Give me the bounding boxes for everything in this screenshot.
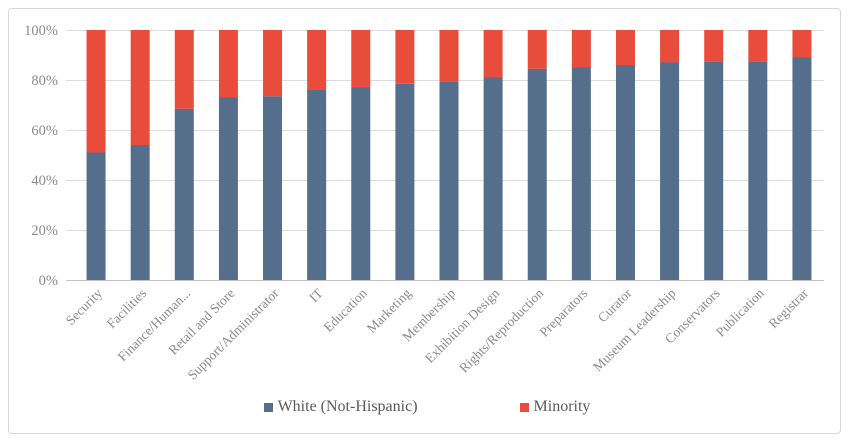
bar-white-15: [748, 61, 768, 280]
bar-white-9: [483, 77, 503, 280]
y-tick-label-20%: 20%: [31, 223, 58, 239]
bar-white-5: [307, 90, 327, 280]
bar-minority-12: [615, 30, 635, 65]
bar-minority-11: [571, 30, 591, 68]
bar-white-14: [704, 61, 724, 280]
x-tick-label-15: Publication: [713, 285, 767, 339]
bar-minority-15: [748, 30, 768, 62]
bar-minority-16: [792, 30, 812, 58]
x-tick-label-11: Preparators: [536, 286, 590, 340]
bar-minority-10: [527, 30, 547, 69]
legend-label-minority: Minority: [533, 398, 591, 415]
legend-label-white: White (Not-Hispanic): [277, 398, 418, 415]
bar-white-12: [615, 65, 635, 280]
bar-white-13: [660, 62, 680, 280]
bar-minority-1: [130, 30, 150, 145]
bar-white-16: [792, 57, 812, 280]
x-tick-label-10: Rights/Reproduction: [456, 285, 546, 375]
x-tick-label-16: Registrar: [765, 285, 811, 331]
bar-white-2: [174, 108, 194, 280]
bar-white-0: [86, 152, 106, 280]
x-tick-label-5: IT: [306, 285, 326, 305]
bar-white-11: [571, 67, 591, 280]
bar-white-10: [527, 68, 547, 280]
bar-white-8: [439, 81, 459, 280]
bar-minority-0: [86, 30, 106, 153]
legend: White (Not-Hispanic) Minority: [0, 398, 854, 416]
bar-minority-7: [395, 30, 415, 84]
bar-white-7: [395, 83, 415, 280]
x-tick-label-1: Facilities: [104, 286, 150, 332]
y-tick-label-80%: 80%: [31, 73, 58, 89]
bar-minority-2: [174, 30, 194, 109]
bar-minority-4: [263, 30, 283, 97]
x-tick-label-6: Education: [321, 285, 370, 334]
legend-item-minority: Minority: [519, 398, 591, 416]
bar-minority-13: [660, 30, 680, 63]
x-tick-label-12: Curator: [595, 285, 635, 325]
legend-swatch-white-icon: [263, 402, 273, 412]
y-tick-label-0%: 0%: [39, 273, 58, 289]
x-tick-label-0: Security: [63, 285, 106, 328]
bar-white-1: [130, 145, 150, 280]
bar-minority-5: [307, 30, 327, 90]
legend-item-white: White (Not-Hispanic): [263, 398, 418, 416]
bar-white-4: [263, 96, 283, 280]
bar-minority-6: [351, 30, 371, 88]
x-tick-label-9: Exhibition Design: [422, 285, 503, 366]
bar-minority-14: [704, 30, 724, 62]
bar-minority-3: [218, 30, 238, 98]
y-tick-label-60%: 60%: [31, 123, 58, 139]
legend-swatch-minority-icon: [519, 402, 529, 412]
bar-minority-8: [439, 30, 459, 82]
bar-white-6: [351, 87, 371, 280]
bar-white-3: [218, 97, 238, 280]
bar-minority-9: [483, 30, 503, 78]
y-tick-label-40%: 40%: [31, 173, 58, 189]
y-tick-label-100%: 100%: [24, 23, 58, 39]
x-tick-label-13: Museum Leadership: [590, 285, 679, 374]
